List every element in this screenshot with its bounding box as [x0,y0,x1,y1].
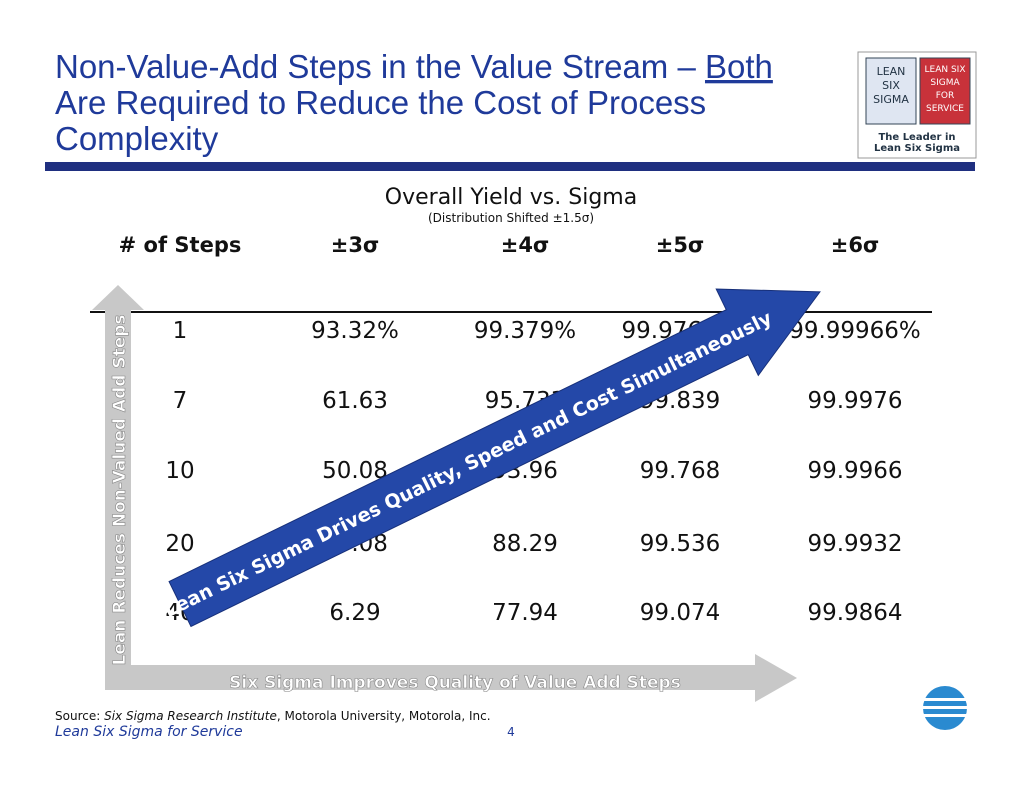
logo-text: Lean Six Sigma [874,143,960,154]
column-header: ±3σ [331,233,380,257]
table-cell: 99.074 [640,600,720,626]
logo-text: FOR [936,91,955,101]
horizontal-arrow-label: Six Sigma Improves Quality of Value Add … [229,673,681,693]
horizontal-arrow [105,654,797,702]
table-cell: 99.9864 [807,600,902,626]
table-cell: 93.32% [311,318,399,344]
title-underlined: Both [705,48,773,85]
table-cell: 20 [165,531,194,557]
source-rest: , Motorola University, Motorola, Inc. [277,709,491,723]
table-title: Overall Yield vs. Sigma [385,185,637,210]
logo-text: LEAN [877,65,906,78]
table-cell: 99.536 [640,531,720,557]
logo-text: LEAN SIX [925,65,966,75]
table-cell: 88.29 [492,531,558,557]
table-cell: 1 [173,318,188,344]
title-line: Non-Value-Add Steps in the Value Stream … [55,48,773,85]
logo-text: SERVICE [926,104,964,114]
company-logo [920,686,970,730]
brand: Lean Six Sigma for Service [55,724,243,740]
table-cell: 99.379% [474,318,576,344]
diagonal-arrow-shape [168,288,821,628]
source-label: Source: [55,709,104,723]
table-cell: 7 [173,388,188,414]
vertical-arrow-label: Lean Reduces Non-Valued Add Steps [110,314,130,665]
page-number: 4 [507,725,515,739]
table-cell: 99.9966 [807,458,902,484]
table-cell: 61.63 [322,388,388,414]
table-cell: 10 [165,458,194,484]
logo-text: The Leader in [878,132,955,143]
source-italic: Six Sigma Research Institute [104,709,277,723]
title-bar [45,162,975,171]
title-line: Complexity [55,120,219,157]
column-header: ±5σ [656,233,705,257]
logo-text: SIGMA [930,78,960,88]
logo-text: SIGMA [873,93,909,106]
table-cell: 99.768 [640,458,720,484]
table-cell: 99.9976 [807,388,902,414]
book [865,57,917,125]
column-header: # of Steps [119,233,242,257]
logo-stripe [920,698,970,701]
column-header: ±6σ [831,233,880,257]
logo-text: SIX [882,79,900,92]
table-cell: 77.94 [492,600,558,626]
title-line: Are Required to Reduce the Cost of Proce… [55,84,706,121]
book [919,57,971,125]
column-header: ±4σ [501,233,550,257]
table-cell: 6.29 [329,600,380,626]
logo-stripe [920,714,970,717]
title-part: Non-Value-Add Steps in the Value Stream … [55,48,705,85]
diagonal-arrow: Lean Six Sigma Drives Quality, Speed and… [161,288,821,628]
source: Source: Six Sigma Research Institute, Mo… [55,709,491,723]
table-cell: 99.9932 [807,531,902,557]
vertical-arrow [92,285,144,690]
table-subtitle: (Distribution Shifted ±1.5σ) [428,211,594,225]
table-cell: 99.99966% [789,318,921,344]
logo-stripe [920,706,970,709]
